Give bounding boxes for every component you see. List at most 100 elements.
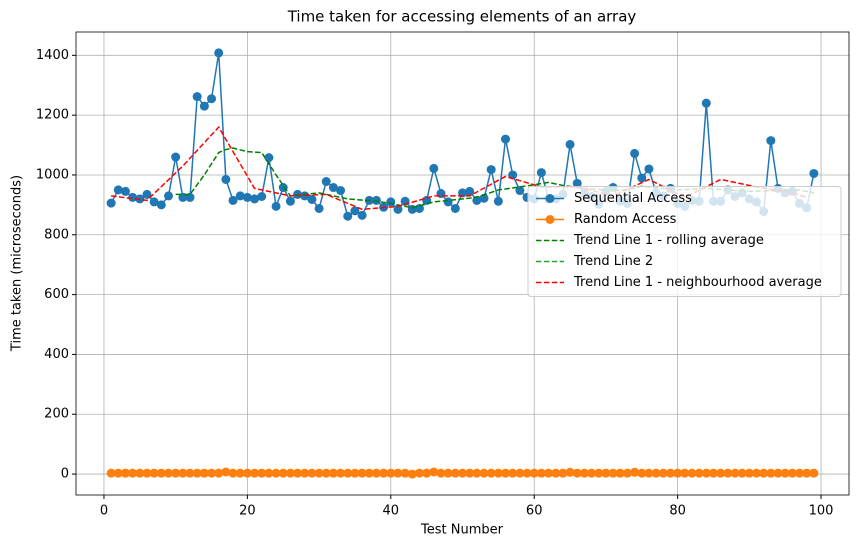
data-point [465,186,475,196]
data-point [465,468,475,478]
data-point [293,468,303,478]
data-point [565,467,575,477]
data-point [314,203,324,213]
data-point [250,468,260,478]
data-point [257,468,267,478]
data-point [637,173,647,183]
y-tick-label: 600 [44,287,69,302]
data-point [687,468,697,478]
data-point [142,189,152,199]
data-point [386,468,396,478]
data-point [795,468,805,478]
data-point [393,468,403,478]
x-tick-label: 0 [100,504,108,519]
legend-label: Trend Line 1 - neighbourhood average [573,275,822,290]
data-point [271,201,281,211]
x-tick-label: 20 [239,504,256,519]
data-point [128,468,138,478]
data-point [436,189,446,199]
data-point [113,185,123,195]
data-point [708,468,718,478]
data-point [321,468,331,478]
data-point [744,468,754,478]
data-point [572,178,582,188]
data-point [336,468,346,478]
data-point [515,468,525,478]
data-point [558,468,568,478]
data-point [766,136,776,146]
data-point [773,468,783,478]
legend-label: Random Access [574,212,677,227]
data-point [400,468,410,478]
data-point [429,163,439,173]
series-line [111,125,807,211]
data-point [307,194,317,204]
data-point [199,101,209,111]
data-point [149,468,159,478]
data-point [250,194,260,204]
data-point [615,468,625,478]
data-point [436,468,446,478]
legend-label: Trend Line 2 [573,254,653,269]
data-point [536,468,546,478]
data-point [802,468,812,478]
data-point [665,468,675,478]
data-point [780,468,790,478]
data-point [271,468,281,478]
data-point [228,468,238,478]
x-tick-label: 60 [526,504,543,519]
data-point [680,468,690,478]
data-point [630,467,640,477]
data-point [479,468,489,478]
data-point [142,468,152,478]
y-tick-label: 1200 [36,108,69,123]
data-point [443,468,453,478]
data-point [551,468,561,478]
data-point [594,468,604,478]
data-point [515,186,525,196]
data-point [529,468,539,478]
data-point [235,468,245,478]
data-point [701,98,711,108]
legend-label: Trend Line 1 - rolling average [573,233,764,248]
series-line [175,147,815,209]
data-point [486,165,496,175]
data-point [192,468,202,478]
data-point [730,468,740,478]
data-point [429,467,439,477]
data-point [343,211,353,221]
legend-box [527,186,842,297]
data-point [579,468,589,478]
data-point [723,468,733,478]
legend-label: Sequential Access [574,191,692,206]
data-point [622,468,632,478]
y-tick-label: 1400 [36,48,69,63]
x-tick-label: 100 [809,504,834,519]
legend-marker [545,194,555,203]
data-point [379,468,389,478]
data-point [350,468,360,478]
data-point [328,468,338,478]
data-point [300,468,310,478]
data-point [414,468,424,478]
data-point [307,468,317,478]
data-point [357,468,367,478]
data-point [493,196,503,206]
data-point [235,191,245,201]
data-point [120,468,130,478]
data-point [630,148,640,158]
data-point [128,192,138,202]
y-tick-label: 400 [44,347,69,362]
y-tick-label: 200 [44,407,69,422]
y-axis-label: Time taken (microseconds) [10,175,25,352]
data-point [343,468,353,478]
data-point [644,468,654,478]
data-point [759,468,769,478]
data-point [192,92,202,102]
data-point [565,139,575,149]
legend-marker [545,215,555,224]
data-point [149,197,159,207]
data-point [393,204,403,214]
data-point [221,174,231,184]
data-point [737,468,747,478]
